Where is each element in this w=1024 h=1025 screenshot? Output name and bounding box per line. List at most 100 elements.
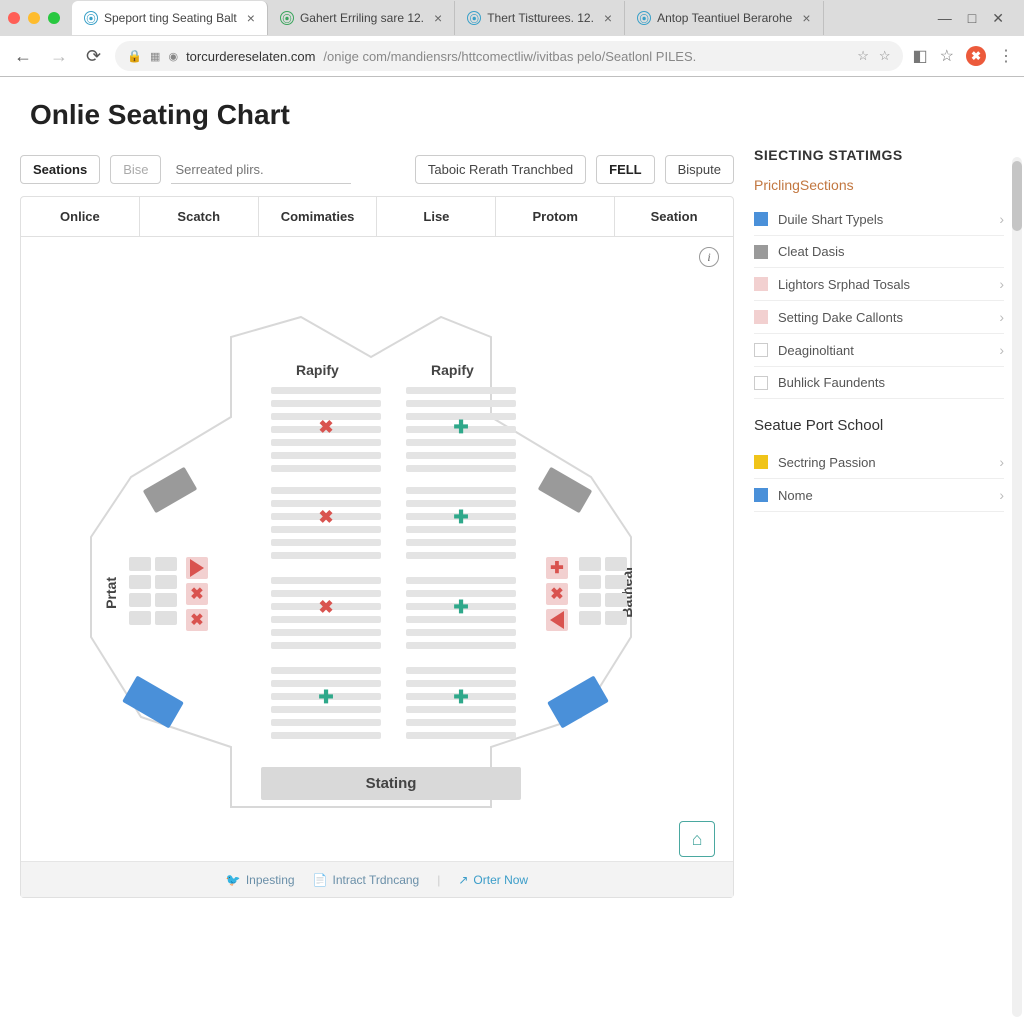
side-seats-right-marked[interactable]: ✚ ✖	[546, 557, 568, 631]
bispute-button[interactable]: Bispute	[665, 155, 734, 184]
window-zoom-mac[interactable]	[48, 12, 60, 24]
seat-marker-available[interactable]: ✚	[451, 597, 471, 617]
url-bar[interactable]: 🔒 ▦ ◉ torcurdereselaten.com/onige com/ma…	[115, 41, 902, 71]
seat-marker-unavailable[interactable]: ✖	[316, 597, 336, 617]
separator: |	[437, 873, 440, 887]
reload-button[interactable]: ⟳	[82, 44, 105, 69]
page-title: Onlie Seating Chart	[0, 77, 1024, 141]
legend-label: Cleat Dasis	[778, 244, 844, 259]
titlebar: ⦿ Speport ting Seating Balt × ⦿ Gahert E…	[0, 0, 1024, 36]
footer-link-order-now[interactable]: ↗Orter Now	[458, 873, 528, 887]
side-seats-left-marked[interactable]: ✖ ✖	[186, 557, 208, 631]
star-icon[interactable]: ☆	[879, 48, 891, 64]
color-swatch	[754, 245, 768, 259]
side-seats-right[interactable]	[579, 557, 627, 625]
col-header[interactable]: Scatch	[140, 197, 259, 236]
lock-icon: 🔒	[127, 49, 142, 63]
page-body: Seations Bise Taboic Rerath Tranchbed FE…	[0, 141, 1024, 898]
tab-title: Speport ting Seating Balt	[104, 11, 237, 25]
chevron-right-icon: ›	[999, 309, 1004, 325]
tab-close-icon[interactable]: ×	[802, 10, 810, 26]
seat-marker-available[interactable]: ✚	[316, 687, 336, 707]
legend-item[interactable]: Cleat Dasis	[754, 236, 1004, 268]
col-header[interactable]: Protom	[496, 197, 615, 236]
info-icon[interactable]: i	[699, 247, 719, 267]
window-maximize-icon[interactable]: □	[968, 10, 976, 27]
scrollbar[interactable]	[1012, 157, 1022, 1017]
triangle-left-icon	[550, 611, 564, 629]
legend-label: Lightors Srphad Tosals	[778, 277, 910, 292]
color-swatch	[754, 310, 768, 324]
share-icon: ↗	[458, 873, 468, 887]
side-seats-left[interactable]	[129, 557, 177, 625]
chevron-right-icon: ›	[999, 211, 1004, 227]
legend-item[interactable]: Duile Shart Typels ›	[754, 203, 1004, 236]
url-path: /onige com/mandiensrs/httcomectliw/ivitb…	[323, 49, 696, 64]
menu-icon[interactable]: ⋮	[998, 46, 1014, 66]
search-input[interactable]	[171, 156, 351, 184]
sidebar-subheading: PriclingSections	[754, 177, 1004, 193]
extension-icon[interactable]: ◧	[913, 46, 928, 66]
favicon-icon: ⦿	[467, 11, 481, 25]
window-close-mac[interactable]	[8, 12, 20, 24]
bise-button[interactable]: Bise	[110, 155, 161, 184]
extension-badge-icon[interactable]: ✖	[966, 46, 986, 66]
site-info-icon: ▦	[150, 50, 160, 63]
legend-item[interactable]: Lightors Srphad Tosals ›	[754, 268, 1004, 301]
footer-link-inspecting[interactable]: 🐦Inpesting	[226, 873, 295, 887]
browser-tab[interactable]: ⦿ Antop Teantiuel Berarohe ×	[625, 1, 823, 35]
chevron-right-icon: ›	[999, 487, 1004, 503]
scrollbar-thumb[interactable]	[1012, 161, 1022, 231]
col-header[interactable]: Onlice	[21, 197, 140, 236]
browser-tab[interactable]: ⦿ Gahert Erriling sare 12. ×	[268, 1, 455, 35]
seating-outline: Rapify Rapify	[71, 307, 651, 827]
legend-label: Setting Dake Callonts	[778, 310, 903, 325]
window-controls: — □ ✕	[926, 10, 1016, 27]
legend-item[interactable]: Buhlick Faundents	[754, 367, 1004, 399]
col-header[interactable]: Seation	[615, 197, 733, 236]
home-icon[interactable]: ⌂	[679, 821, 715, 857]
page-content: Onlie Seating Chart Seations Bise Taboic…	[0, 77, 1024, 1025]
legend-label: Sectring Passion	[778, 455, 876, 470]
color-swatch	[754, 455, 768, 469]
fell-button[interactable]: FELL	[596, 155, 655, 184]
browser-tab[interactable]: ⦿ Thert Tistturees. 12. ×	[455, 1, 625, 35]
tab-close-icon[interactable]: ×	[604, 10, 612, 26]
seat-marker-available[interactable]: ✚	[451, 507, 471, 527]
seat-marker-unavailable[interactable]: ✖	[316, 507, 336, 527]
browser-tabs: ⦿ Speport ting Seating Balt × ⦿ Gahert E…	[72, 1, 926, 35]
traffic-lights	[8, 12, 60, 24]
legend-item[interactable]: Setting Dake Callonts ›	[754, 301, 1004, 334]
col-header[interactable]: Comimaties	[259, 197, 378, 236]
tab-title: Gahert Erriling sare 12.	[300, 11, 424, 25]
back-button[interactable]: ←	[10, 44, 36, 69]
footer-link-intract[interactable]: 📄Intract Trdncang	[313, 873, 420, 887]
seating-chart[interactable]: i Rapify Rapify	[21, 237, 733, 897]
window-close-icon[interactable]: ✕	[992, 10, 1004, 27]
legend-item[interactable]: Deaginoltiant ›	[754, 334, 1004, 367]
controls-row: Seations Bise Taboic Rerath Tranchbed FE…	[20, 141, 734, 196]
browser-tab[interactable]: ⦿ Speport ting Seating Balt ×	[72, 1, 268, 35]
legend-item[interactable]: Sectring Passion ›	[754, 446, 1004, 479]
taboic-button[interactable]: Taboic Rerath Tranchbed	[415, 155, 586, 184]
tab-title: Antop Teantiuel Berarohe	[657, 11, 792, 25]
legend-item[interactable]: Nome ›	[754, 479, 1004, 512]
seat-marker-unavailable[interactable]: ✖	[316, 417, 336, 437]
tab-close-icon[interactable]: ×	[434, 10, 442, 26]
seat-marker-available[interactable]: ✚	[451, 417, 471, 437]
bookmark-icon[interactable]: ☆	[940, 46, 954, 66]
col-header[interactable]: Lise	[377, 197, 496, 236]
star-icon[interactable]: ☆	[857, 48, 869, 64]
seations-button[interactable]: Seations	[20, 155, 100, 184]
browser-chrome: ⦿ Speport ting Seating Balt × ⦿ Gahert E…	[0, 0, 1024, 77]
favicon-icon: ⦿	[280, 11, 294, 25]
tab-close-icon[interactable]: ×	[247, 10, 255, 26]
url-prefix-icon: ◉	[168, 50, 178, 63]
window-minimize-icon[interactable]: —	[938, 10, 952, 27]
browser-toolbar: ← → ⟳ 🔒 ▦ ◉ torcurdereselaten.com/onige …	[0, 36, 1024, 76]
forward-button[interactable]: →	[46, 44, 72, 69]
color-swatch	[754, 376, 768, 390]
color-swatch	[754, 343, 768, 357]
seat-marker-available[interactable]: ✚	[451, 687, 471, 707]
window-minimize-mac[interactable]	[28, 12, 40, 24]
